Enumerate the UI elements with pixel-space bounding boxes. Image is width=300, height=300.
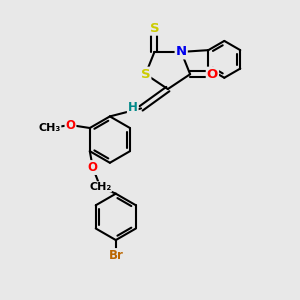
Text: Br: Br — [108, 249, 123, 262]
Text: H: H — [128, 101, 138, 114]
Text: O: O — [207, 68, 218, 81]
Text: O: O — [88, 161, 98, 174]
Text: S: S — [141, 68, 150, 81]
Text: CH₃: CH₃ — [38, 123, 61, 133]
Text: S: S — [150, 22, 159, 34]
Text: O: O — [65, 118, 76, 131]
Text: CH₂: CH₂ — [89, 182, 111, 192]
Text: N: N — [176, 45, 187, 58]
